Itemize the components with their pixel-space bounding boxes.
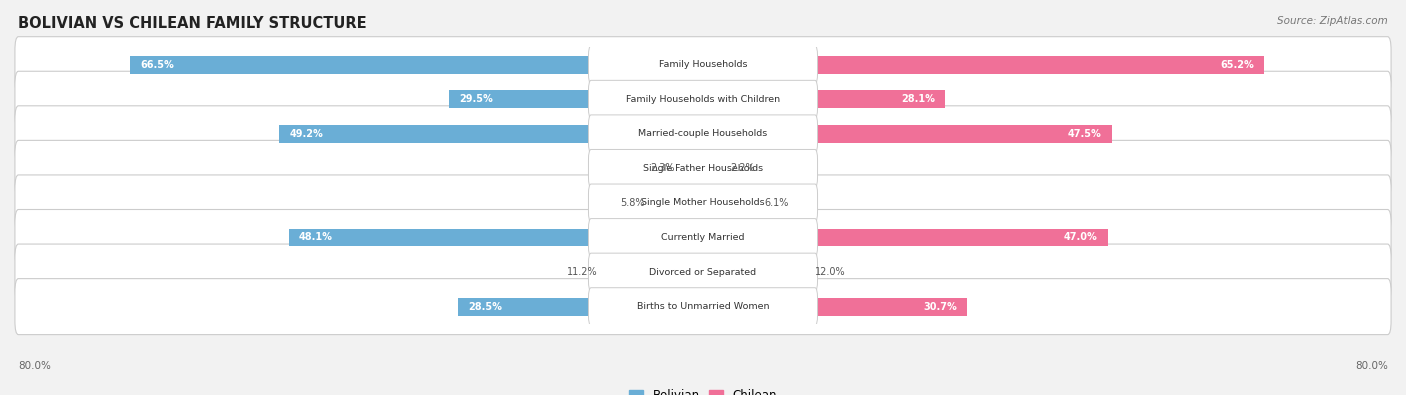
- Bar: [807, 263, 815, 281]
- Text: 6.1%: 6.1%: [763, 198, 789, 208]
- Bar: [591, 194, 652, 212]
- Text: Family Households with Children: Family Households with Children: [626, 95, 780, 104]
- Text: 80.0%: 80.0%: [18, 361, 51, 371]
- Bar: [591, 159, 683, 177]
- Bar: [815, 90, 945, 108]
- FancyBboxPatch shape: [15, 244, 1391, 300]
- Bar: [721, 159, 815, 177]
- Text: 5.8%: 5.8%: [620, 198, 644, 208]
- Bar: [449, 90, 591, 108]
- Text: Single Father Households: Single Father Households: [643, 164, 763, 173]
- Text: Married-couple Households: Married-couple Households: [638, 129, 768, 138]
- Text: 47.0%: 47.0%: [1064, 233, 1098, 243]
- Legend: Bolivian, Chilean: Bolivian, Chilean: [624, 384, 782, 395]
- FancyBboxPatch shape: [589, 80, 817, 118]
- FancyBboxPatch shape: [589, 149, 817, 187]
- Text: 49.2%: 49.2%: [290, 129, 323, 139]
- Text: 65.2%: 65.2%: [1220, 60, 1254, 70]
- FancyBboxPatch shape: [589, 218, 817, 256]
- FancyBboxPatch shape: [15, 71, 1391, 127]
- Bar: [815, 56, 1264, 73]
- FancyBboxPatch shape: [589, 115, 817, 153]
- Text: Births to Unmarried Women: Births to Unmarried Women: [637, 302, 769, 311]
- Bar: [815, 228, 1108, 246]
- FancyBboxPatch shape: [589, 46, 817, 84]
- Bar: [288, 228, 591, 246]
- FancyBboxPatch shape: [15, 37, 1391, 93]
- Text: 80.0%: 80.0%: [1355, 361, 1388, 371]
- Text: Currently Married: Currently Married: [661, 233, 745, 242]
- Text: 66.5%: 66.5%: [141, 60, 174, 70]
- Bar: [457, 298, 591, 316]
- FancyBboxPatch shape: [15, 175, 1391, 231]
- Bar: [815, 298, 967, 316]
- FancyBboxPatch shape: [15, 106, 1391, 162]
- FancyBboxPatch shape: [589, 184, 817, 222]
- Text: 12.0%: 12.0%: [815, 267, 845, 277]
- Bar: [280, 125, 591, 143]
- FancyBboxPatch shape: [15, 209, 1391, 265]
- Text: 11.2%: 11.2%: [567, 267, 598, 277]
- Bar: [591, 263, 606, 281]
- FancyBboxPatch shape: [589, 288, 817, 325]
- Text: 30.7%: 30.7%: [924, 302, 957, 312]
- Bar: [131, 56, 591, 73]
- FancyBboxPatch shape: [15, 140, 1391, 196]
- Text: Divorced or Separated: Divorced or Separated: [650, 267, 756, 276]
- Text: Single Mother Households: Single Mother Households: [641, 198, 765, 207]
- Text: 29.5%: 29.5%: [460, 94, 494, 104]
- Text: Family Households: Family Households: [659, 60, 747, 69]
- Text: 2.3%: 2.3%: [650, 164, 675, 173]
- Text: 48.1%: 48.1%: [299, 233, 333, 243]
- FancyBboxPatch shape: [589, 253, 817, 291]
- FancyBboxPatch shape: [15, 278, 1391, 335]
- Text: 28.5%: 28.5%: [468, 302, 502, 312]
- Text: BOLIVIAN VS CHILEAN FAMILY STRUCTURE: BOLIVIAN VS CHILEAN FAMILY STRUCTURE: [18, 16, 367, 31]
- Bar: [815, 125, 1112, 143]
- Text: 2.2%: 2.2%: [731, 164, 755, 173]
- Bar: [755, 194, 815, 212]
- Text: 28.1%: 28.1%: [901, 94, 935, 104]
- Text: 47.5%: 47.5%: [1069, 129, 1102, 139]
- Text: Source: ZipAtlas.com: Source: ZipAtlas.com: [1277, 16, 1388, 26]
